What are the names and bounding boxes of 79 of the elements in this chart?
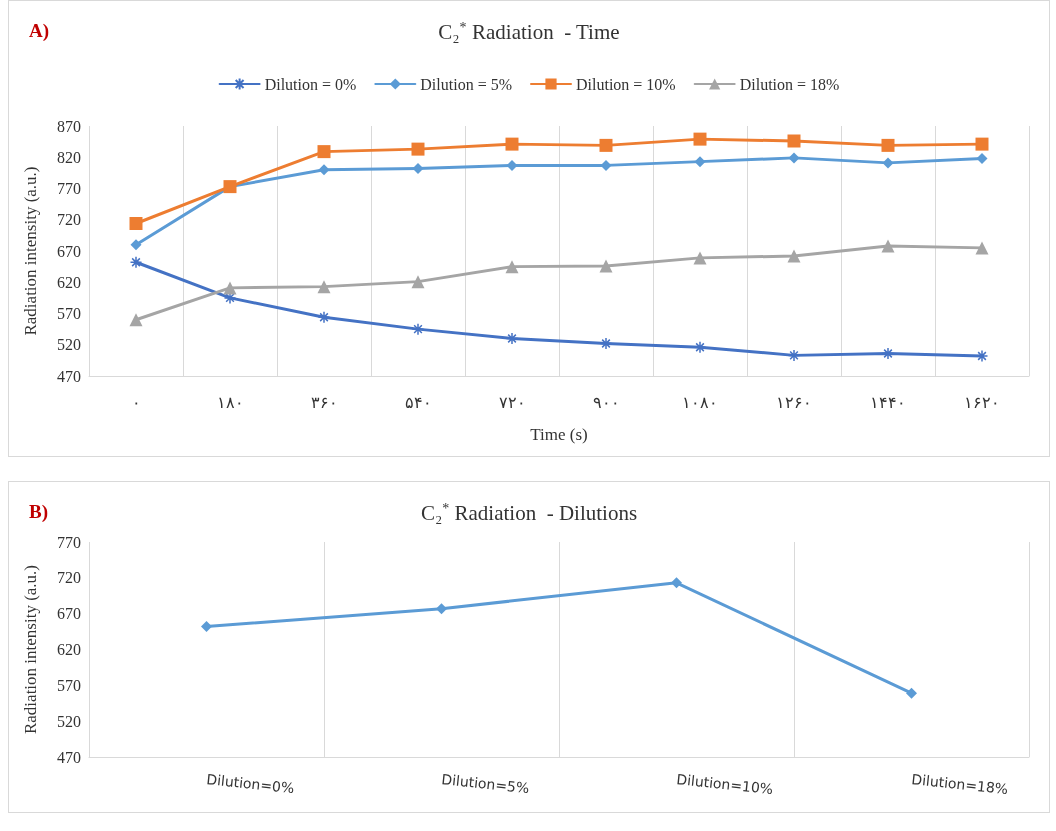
point [976, 153, 988, 164]
point [130, 239, 142, 251]
x-tick-label: ۱۸۰ [216, 393, 244, 411]
point [129, 217, 143, 230]
point [599, 259, 613, 273]
legend-label: Dilution = 0% [264, 75, 357, 93]
y-tick-label: 520 [57, 336, 81, 354]
x-tick-label: ۵۴۰ [404, 393, 432, 411]
point [505, 332, 519, 345]
y-tick-label: 570 [57, 305, 81, 322]
y-tick-label: 670 [57, 242, 81, 260]
point [129, 313, 143, 327]
x-tick-label: ۱۶۲۰ [964, 393, 1000, 411]
x-tick-label: Dilution=0% [205, 771, 296, 797]
y-tick-label: 620 [57, 273, 81, 291]
y-tick-label: 720 [57, 569, 81, 587]
y-axis-title: Radiation intensity (a.u.) [21, 564, 40, 735]
point [693, 251, 707, 265]
x-tick-label: ۰ [131, 393, 141, 411]
point [693, 132, 707, 146]
y-tick-label: 720 [57, 211, 81, 229]
x-tick-label: Dilution=18% [910, 771, 1009, 798]
y-tick-label: 470 [57, 367, 81, 385]
y-tick-label: 870 [57, 117, 81, 135]
y-tick-label: 620 [57, 641, 81, 658]
point [317, 280, 331, 294]
point [881, 138, 895, 152]
y-tick-label: 470 [57, 748, 81, 766]
point [787, 249, 801, 263]
point [671, 577, 682, 589]
point [975, 241, 989, 255]
legend-label: Dilution = 5% [420, 75, 512, 93]
x-tick-label: ۱۲۶۰ [776, 393, 812, 411]
y-tick-label: 770 [57, 533, 81, 551]
point [882, 157, 894, 169]
x-tick-label: ۷۲۰ [498, 393, 526, 411]
point [223, 281, 237, 295]
x-tick-label: ۳۶۰ [310, 393, 338, 411]
y-tick-label: 570 [57, 676, 81, 694]
x-tick-label: ۱۴۴۰ [870, 393, 906, 411]
point [694, 156, 706, 168]
text: A) [29, 20, 50, 42]
point [599, 337, 613, 350]
x-tick-label: ۹۰۰ [592, 393, 620, 411]
y-tick-label: 520 [57, 712, 81, 730]
point [787, 349, 801, 362]
point [906, 687, 917, 699]
point [788, 152, 800, 164]
legend-label: Dilution = 18% [739, 75, 840, 93]
point [693, 341, 707, 354]
x-tick-label: Dilution=5% [440, 771, 531, 797]
text: B) [29, 501, 48, 523]
chart-title: C₂* Radiation - Time [438, 19, 620, 44]
point [129, 256, 143, 269]
legend-label: Dilution = 10% [576, 75, 676, 93]
point [787, 134, 801, 148]
point [599, 138, 613, 152]
x-tick-label: Dilution=10% [675, 771, 774, 798]
y-axis-title: Radiation intensity (a.u.) [21, 166, 40, 336]
y-tick-label: 770 [57, 180, 81, 197]
point [201, 621, 212, 633]
x-axis-title: Time (s) [530, 425, 588, 444]
y-tick-label: 820 [57, 148, 81, 166]
point [436, 603, 447, 615]
point [975, 137, 989, 151]
point [975, 349, 989, 363]
x-tick-label: ۱۰۸۰ [682, 393, 718, 411]
point [318, 164, 330, 176]
point [317, 311, 331, 324]
point [411, 322, 425, 336]
point [881, 239, 895, 253]
point [881, 347, 895, 360]
point [505, 137, 519, 151]
point [317, 145, 331, 159]
chart-title: C₂* Radiation - Dilutions [420, 500, 638, 525]
point [411, 275, 425, 289]
y-tick-label: 670 [57, 605, 81, 623]
point [411, 142, 425, 156]
point [505, 260, 519, 274]
